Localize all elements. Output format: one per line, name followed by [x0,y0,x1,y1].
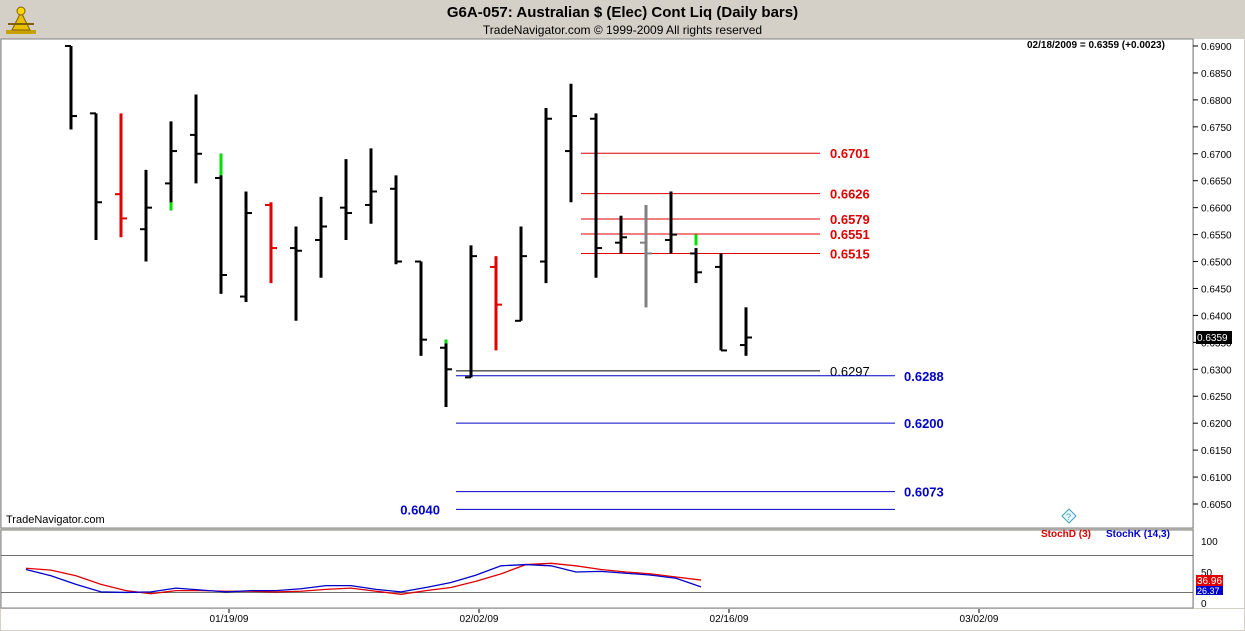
chart-title: G6A-057: Australian $ (Elec) Cont Liq (D… [446,4,799,21]
indicator-settings-icon[interactable]: ? [1061,508,1077,524]
svg-text:?: ? [1066,512,1071,522]
app-logo-icon [6,6,36,34]
price-tick-label: 0.6450 [1201,284,1232,295]
price-tick-label: 0.6700 [1201,150,1232,161]
watermark: TradeNavigator.com [6,514,105,526]
last-quote: 02/18/2009 = 0.6359 (+0.0023) [1027,40,1165,51]
level-label: 0.6515 [830,246,870,261]
stochastic-lines: 100 50 0 [1,537,1218,610]
level-label: 0.6551 [830,227,870,242]
price-tick-label: 0.6400 [1201,311,1232,322]
price-tick-label: 0.6750 [1201,123,1232,134]
stoch-tick-label: 50 [1201,568,1213,579]
price-tick-label: 0.6150 [1201,446,1232,457]
date-tick-label: 02/16/09 [710,614,749,625]
date-axis: 01/19/09 02/02/09 02/16/09 03/02/09 [210,609,999,625]
stochk-value-tag [1196,586,1223,595]
price-tick-label: 0.6900 [1201,42,1232,53]
stochd-legend: StochD (3) [1041,529,1091,540]
chart-subtitle: TradeNavigator.com © 1999-2009 All right… [482,23,763,37]
stoch-tick-label: 100 [1201,537,1218,548]
date-axis-panel [1,609,1244,630]
price-tick-label: 0.6650 [1201,177,1232,188]
stochk-line [25,563,702,594]
stoch-tick-label: 0 [1201,599,1207,610]
price-tick-label: 0.6050 [1201,500,1232,511]
price-tick-label: 0.6200 [1201,419,1232,430]
price-tick-label: 0.6250 [1201,392,1232,403]
level-label: 0.6701 [830,146,870,161]
level-label: 0.6040 [400,502,440,517]
stochk-legend: StochK (14,3) [1106,529,1170,540]
price-tick-label: 0.6500 [1201,258,1232,269]
price-bars [65,45,752,408]
level-label: 0.6626 [830,187,870,202]
price-tick-label: 0.6850 [1201,69,1232,80]
date-tick-label: 02/02/09 [460,614,499,625]
price-tick-label: 0.6300 [1201,365,1232,376]
level-label: 0.6288 [904,369,944,384]
level-label: 0.6200 [904,416,944,431]
level-label: 0.6073 [904,485,944,500]
stochd-value-tag [1196,575,1223,586]
date-tick-label: 03/02/09 [960,614,999,625]
price-tick-label: 0.6800 [1201,96,1232,107]
stochk-value: 26.37 [1197,586,1220,596]
price-panel [0,38,1194,529]
level-label: 0.6297 [830,364,870,379]
price-tick-label: 0.6100 [1201,473,1232,484]
price-tick-label: 0.6600 [1201,204,1232,215]
price-axis-panel [1194,39,1244,608]
price-tick-label: 0.6550 [1201,231,1232,242]
date-tick-label: 01/19/09 [210,614,249,625]
price-axis: 0.6900 0.6850 0.6800 0.6750 0.6700 0.6650 0.66… [1193,42,1232,511]
last-price-tag [1196,331,1232,344]
last-price-tag-label: 0.6359 [1197,333,1228,344]
stochd-value: 36.96 [1197,576,1222,587]
level-label: 0.6579 [830,212,870,227]
